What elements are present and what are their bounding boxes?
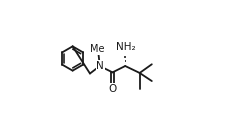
- Text: NH₂: NH₂: [116, 42, 136, 52]
- Text: N: N: [97, 61, 104, 71]
- Text: O: O: [108, 84, 117, 94]
- Text: Me: Me: [90, 44, 104, 54]
